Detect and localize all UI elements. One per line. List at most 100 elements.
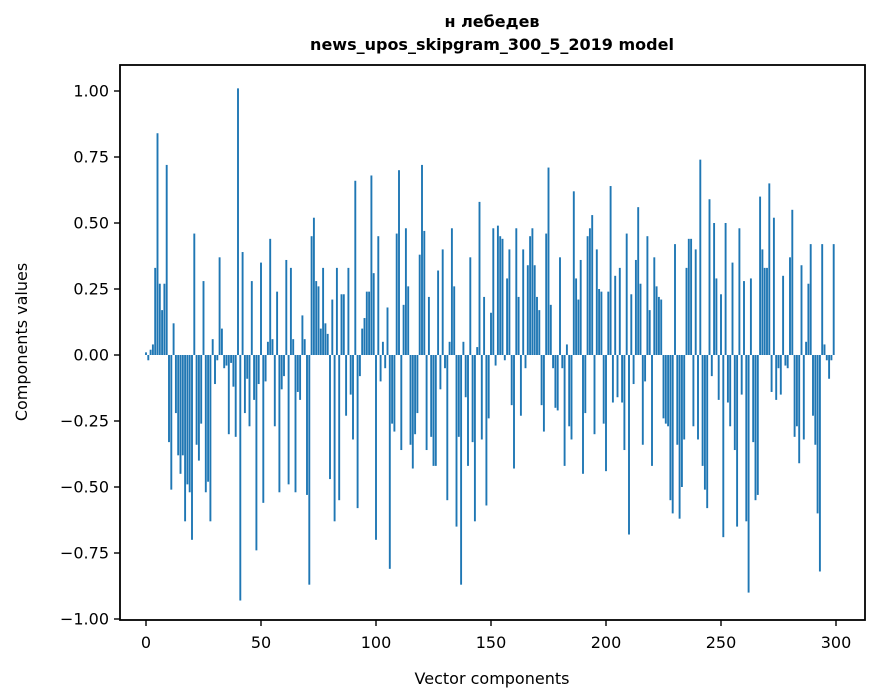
bar — [480, 355, 483, 440]
x-tick-label: 300 — [821, 633, 852, 652]
bar — [296, 355, 299, 392]
bar — [770, 355, 773, 392]
bar — [802, 355, 805, 440]
bar — [306, 355, 308, 495]
bar — [269, 238, 272, 355]
bar — [250, 281, 253, 355]
bar — [460, 355, 463, 585]
bar — [257, 355, 260, 385]
bar — [365, 291, 368, 355]
bar — [220, 328, 223, 355]
bar — [446, 355, 449, 501]
x-tick-label: 250 — [706, 633, 737, 652]
bar — [184, 355, 187, 522]
x-axis-label: Vector components — [415, 669, 570, 688]
bar — [513, 355, 515, 469]
bar — [559, 257, 561, 355]
bar — [522, 249, 525, 355]
bar — [211, 339, 214, 355]
bar — [227, 355, 230, 435]
bar — [540, 355, 543, 406]
bar — [715, 278, 718, 355]
bar — [280, 355, 283, 390]
bar — [772, 217, 775, 355]
bar — [207, 355, 210, 482]
bar — [246, 355, 249, 379]
x-tick-label: 100 — [361, 633, 392, 652]
y-tick-label: −1.00 — [60, 610, 109, 629]
bar — [262, 355, 265, 503]
bar — [490, 312, 492, 355]
y-axis-label: Components values — [12, 263, 31, 421]
bar — [404, 228, 407, 355]
bar — [634, 259, 637, 355]
bar — [301, 315, 304, 355]
bar — [197, 355, 200, 461]
bar — [515, 228, 518, 355]
bar — [703, 355, 706, 490]
bar — [363, 318, 366, 355]
bar — [455, 355, 458, 527]
bar — [165, 164, 168, 355]
bar — [317, 286, 320, 355]
bar — [278, 355, 281, 493]
bar — [453, 286, 456, 355]
bar — [738, 228, 741, 355]
bar — [708, 199, 711, 355]
bar — [805, 341, 808, 355]
bar — [347, 267, 350, 355]
bar — [667, 355, 670, 427]
bar — [694, 249, 697, 355]
bar — [448, 341, 451, 355]
bar — [356, 355, 359, 509]
bar — [230, 355, 233, 363]
bar — [421, 164, 423, 355]
bar — [444, 355, 446, 369]
bar — [308, 355, 311, 585]
bar — [529, 236, 532, 355]
chart-title-line2: news_upos_skipgram_300_5_2019 model — [310, 35, 674, 54]
bar — [639, 283, 642, 355]
bar — [660, 299, 663, 355]
bar — [430, 355, 433, 437]
bar — [276, 291, 279, 355]
bar — [736, 355, 739, 527]
bar — [789, 257, 791, 355]
bar — [701, 355, 704, 466]
bar — [432, 355, 435, 466]
bar — [501, 238, 504, 355]
bar — [193, 233, 196, 355]
bar — [161, 310, 164, 355]
bar — [483, 296, 486, 355]
bar — [156, 133, 159, 355]
bar — [519, 355, 522, 416]
x-tick-label: 150 — [476, 633, 507, 652]
bar — [310, 236, 313, 355]
bar — [653, 257, 656, 355]
bar — [204, 355, 207, 493]
y-tick-label: 0.50 — [73, 214, 109, 233]
y-axis-ticks: 1.00 0.75 0.50 0.25 0.00 −0.25 −0.50 −0.75 −1.00 — [60, 82, 120, 629]
bar — [407, 286, 410, 355]
bar — [552, 355, 555, 369]
bar — [565, 344, 568, 355]
bar — [830, 355, 833, 361]
bar — [467, 355, 469, 466]
y-tick-label: 0.00 — [73, 346, 109, 365]
bar — [632, 355, 635, 385]
bar — [508, 249, 511, 355]
bar — [338, 355, 341, 501]
bar — [586, 236, 589, 355]
bar — [517, 296, 520, 355]
bar — [287, 355, 290, 485]
bar — [145, 352, 147, 355]
bar — [674, 244, 676, 355]
bar — [747, 355, 750, 593]
bar — [411, 355, 414, 469]
bar — [234, 355, 237, 437]
bar — [793, 355, 796, 437]
bar — [582, 355, 584, 474]
bar — [561, 355, 564, 369]
bar — [779, 355, 782, 395]
bar — [168, 355, 170, 443]
